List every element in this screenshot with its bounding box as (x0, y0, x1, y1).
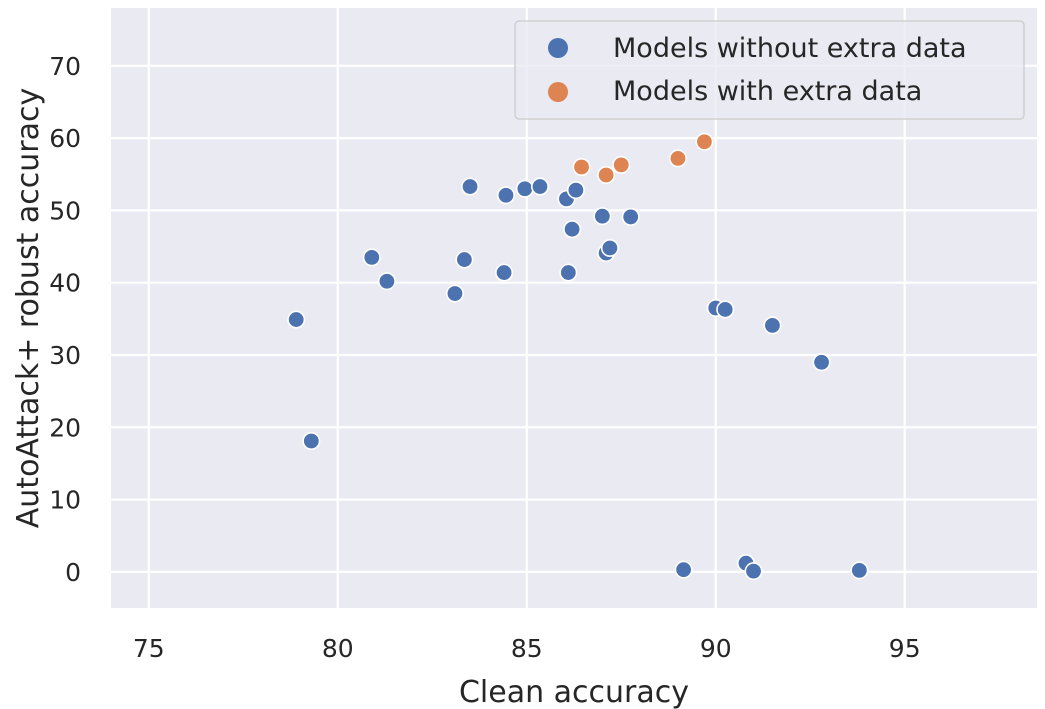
data-point (455, 250, 474, 269)
data-point (563, 220, 582, 239)
data-point (612, 155, 631, 174)
y-tick-label: 30 (49, 341, 81, 370)
data-point (362, 248, 381, 267)
series-1 (572, 132, 714, 184)
data-point (530, 177, 549, 196)
data-point (302, 432, 321, 451)
data-point (597, 165, 616, 184)
x-tick-label: 95 (889, 634, 921, 663)
x-tick-label: 80 (322, 634, 354, 663)
legend-marker-without-extra (548, 38, 568, 58)
legend-box (514, 20, 1025, 120)
y-tick-label: 60 (49, 124, 81, 153)
data-point (461, 177, 480, 196)
x-tick-label: 90 (700, 634, 732, 663)
data-point (763, 316, 782, 335)
data-point (621, 207, 640, 226)
data-point (495, 263, 514, 282)
data-point (572, 158, 591, 177)
y-axis-label: AutoAttack+ robust accuracy (11, 88, 46, 528)
legend-label-with-extra: Models with extra data (613, 76, 922, 107)
y-tick-label: 70 (49, 52, 81, 81)
data-point (445, 284, 464, 303)
data-point (716, 300, 735, 319)
y-tick-labels: 0 10 20 30 40 50 60 70 (49, 52, 81, 587)
y-tick-label: 0 (65, 558, 81, 587)
data-point (593, 207, 612, 226)
data-point (600, 239, 619, 258)
data-point (850, 561, 869, 580)
y-tick-label: 40 (49, 269, 81, 298)
data-point (496, 186, 515, 205)
data-point (377, 272, 396, 291)
data-point (695, 132, 714, 151)
legend-label-without-extra: Models without extra data (613, 33, 967, 64)
data-point (674, 560, 693, 579)
data-point (559, 263, 578, 282)
data-point (668, 149, 687, 168)
series-0 (287, 177, 869, 581)
data-point (812, 353, 831, 372)
y-tick-label: 10 (49, 486, 81, 515)
x-tick-labels: 75 80 85 90 95 (133, 634, 921, 663)
x-axis-label: Clean accuracy (459, 675, 689, 709)
legend: Models without extra data Models with ex… (514, 20, 1025, 120)
data-point (515, 179, 534, 198)
y-tick-label: 20 (49, 413, 81, 442)
x-tick-label: 75 (133, 634, 165, 663)
legend-marker-with-extra (548, 82, 568, 102)
data-points (287, 132, 869, 581)
data-point (566, 181, 585, 200)
x-tick-label: 85 (511, 634, 543, 663)
y-tick-label: 50 (49, 196, 81, 225)
data-point (744, 562, 763, 581)
data-point (287, 310, 306, 329)
